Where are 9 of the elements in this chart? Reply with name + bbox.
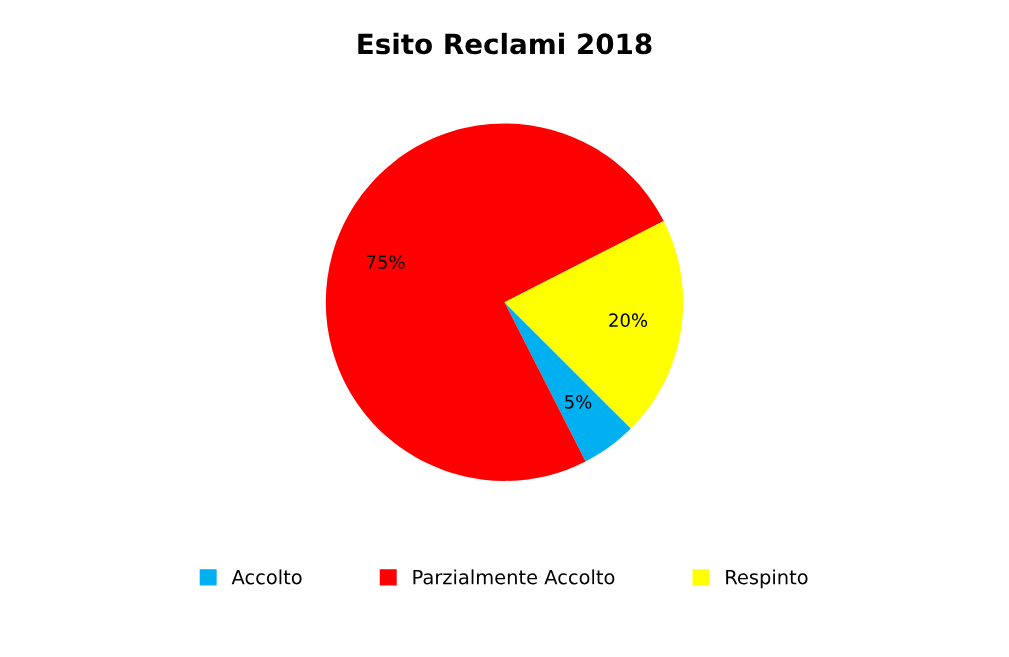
legend-label: Parzialmente Accolto	[413, 569, 615, 585]
data-label: 5%	[565, 395, 592, 409]
data-label: 75%	[366, 255, 405, 269]
pie-slice	[504, 221, 684, 429]
pie-slice	[325, 123, 664, 481]
legend-label: Respinto	[726, 569, 808, 589]
legend-label: Accolto	[231, 569, 302, 585]
chart-title: Esito Reclami 2018	[358, 32, 652, 55]
data-label: 20%	[609, 313, 648, 328]
